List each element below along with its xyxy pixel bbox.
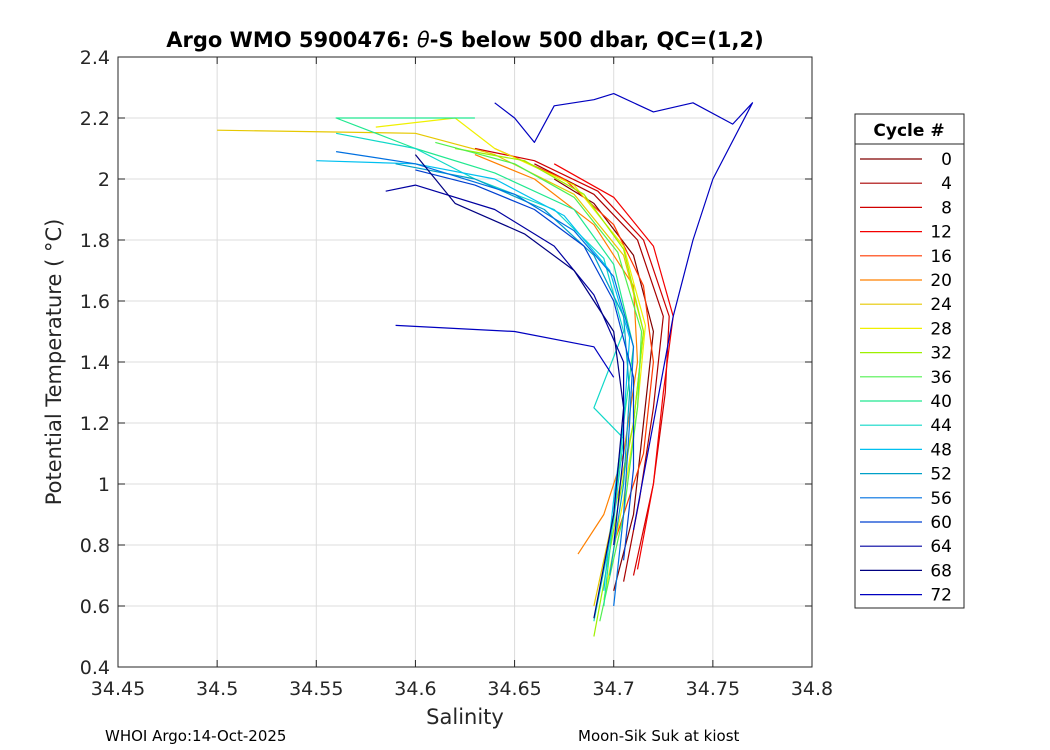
- legend-box: [854, 113, 965, 609]
- legend-label: 60: [930, 513, 952, 533]
- legend-label: 32: [930, 344, 952, 364]
- legend-label: 56: [930, 489, 952, 509]
- legend-label: 16: [930, 247, 952, 267]
- series-line-cycle-68: [414, 154, 625, 619]
- x-tick-label: 34.65: [487, 678, 541, 700]
- x-tick-label: 34.75: [686, 678, 740, 700]
- chart-title-prefix: Argo WMO 5900476:: [166, 28, 417, 52]
- y-tick-label: 1.4: [80, 352, 110, 374]
- footer-left: WHOI Argo:14-Oct-2025: [105, 727, 286, 745]
- series-group: [217, 92, 754, 637]
- legend-title: Cycle #: [873, 121, 944, 141]
- series-line-cycle-0: [553, 178, 655, 591]
- y-axis-ticks: 0.4 0.6 0.8 1 1.2 1.4 1.6 1.8 2 2.2 2.4: [80, 47, 812, 679]
- legend-label: 44: [930, 416, 952, 436]
- chart-title: Argo WMO 5900476: θ-S below 500 dbar, QC…: [166, 28, 763, 52]
- series-line-cycle-60: [415, 169, 635, 561]
- series-line-cycle-72: [494, 92, 754, 530]
- footer-right: Moon-Sik Suk at kiost: [578, 727, 740, 745]
- legend-label: 4: [941, 174, 952, 194]
- series-line-cycle-16: [494, 147, 655, 546]
- x-tick-label: 34.8: [791, 678, 833, 700]
- y-tick-label: 2.2: [80, 108, 110, 130]
- legend-label: 48: [930, 440, 952, 460]
- x-tick-label: 34.55: [289, 678, 343, 700]
- y-tick-label: 2: [98, 169, 110, 191]
- y-tick-label: 1.2: [80, 413, 110, 435]
- x-tick-label: 34.45: [91, 678, 145, 700]
- legend-label: 20: [930, 271, 952, 291]
- chart-title-suffix: -S below 500 dbar, QC=(1,2): [430, 28, 764, 52]
- series-line-cycle-72b: [395, 324, 615, 378]
- series-line-cycle-56: [336, 151, 635, 607]
- y-tick-label: 1: [98, 474, 110, 496]
- legend-label: 8: [941, 198, 952, 218]
- series-line-cycle-40: [335, 117, 635, 607]
- legend-label: 28: [930, 319, 952, 339]
- series-line-cycle-36: [435, 141, 643, 622]
- y-tick-label: 0.8: [80, 535, 110, 557]
- legend-label: 36: [930, 368, 952, 388]
- y-tick-label: 0.4: [80, 657, 110, 679]
- x-axis-ticks: 34.45 34.5 34.55 34.6 34.65 34.7 34.75 34.8: [91, 57, 833, 700]
- legend-label: 64: [930, 537, 952, 557]
- chart-title-theta: θ: [417, 28, 430, 52]
- y-axis-label: Potential Temperature ( °C): [42, 219, 66, 506]
- y-tick-label: 0.6: [80, 596, 110, 618]
- x-tick-label: 34.6: [394, 678, 436, 700]
- legend-label: 68: [930, 561, 952, 581]
- x-tick-label: 34.7: [593, 678, 635, 700]
- legend: Cycle # 04812162024283236404448525660646…: [854, 113, 965, 609]
- y-tick-label: 2.4: [80, 47, 110, 69]
- legend-label: 0: [941, 150, 952, 170]
- y-tick-label: 1.8: [80, 230, 110, 252]
- legend-label: 40: [930, 392, 952, 412]
- legend-label: 24: [930, 295, 952, 315]
- legend-label: 12: [930, 223, 952, 243]
- x-tick-label: 34.5: [196, 678, 238, 700]
- legend-label: 52: [930, 465, 952, 485]
- x-axis-label: Salinity: [426, 705, 504, 729]
- legend-label: 72: [930, 586, 952, 606]
- series-line-cycle-28: [375, 117, 647, 601]
- series-line-cycle-20: [474, 154, 639, 555]
- series-line-cycle-52: [395, 163, 631, 576]
- y-tick-label: 1.6: [80, 291, 110, 313]
